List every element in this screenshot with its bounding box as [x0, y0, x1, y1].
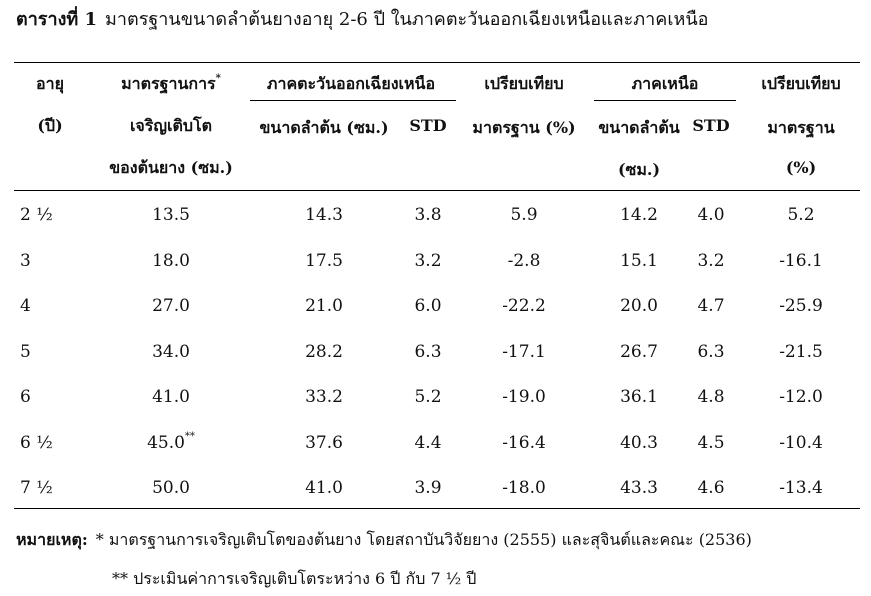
cell-north-compare: -10.4 — [779, 432, 823, 453]
cell-northeast-std: 4.4 — [414, 432, 442, 453]
cell-standard: 50.0 — [152, 478, 190, 498]
cell-northeast-std: 3.9 — [414, 478, 442, 498]
header-standard-line3: ของต้นยาง (ซม.) — [109, 158, 233, 177]
cell-north-compare: -25.9 — [779, 296, 823, 316]
header-north-size-line2: (ซม.) — [617, 160, 661, 179]
cell-north-compare: -12.0 — [779, 387, 823, 407]
header-compare1-line1: เปรียบเทียบ — [484, 74, 564, 93]
cell-northeast-compare: 5.9 — [510, 205, 538, 225]
cell-northeast-size: 33.2 — [305, 387, 343, 407]
cell-northeast-std: 3.2 — [414, 250, 442, 271]
header-compare1-line2: มาตรฐาน (%) — [472, 118, 576, 137]
cell-north-size: 15.1 — [620, 250, 658, 271]
header-compare2-line2: มาตรฐาน — [767, 118, 835, 137]
cell-northeast-size: 41.0 — [305, 478, 343, 498]
cell-northeast-compare: -16.4 — [502, 432, 546, 453]
cell-age: 2 ½ — [20, 205, 53, 225]
northeast-group-rule — [250, 100, 456, 101]
header-standard-line1: มาตรฐานการ* — [121, 72, 221, 93]
cell-north-std: 4.5 — [697, 432, 725, 453]
header-northeast-size: ขนาดลำต้น (ซม.) — [259, 118, 389, 137]
header-compare2-line1: เปรียบเทียบ — [761, 74, 841, 93]
cell-north-compare: -13.4 — [779, 478, 823, 498]
cell-northeast-std: 5.2 — [414, 387, 442, 407]
cell-north-std: 4.7 — [697, 296, 725, 316]
cell-north-size: 14.2 — [620, 205, 658, 225]
table-note-2: ** ประเมินค่าการเจริญเติบโตระหว่าง 6 ปี … — [112, 569, 477, 588]
note-label: หมายเหตุ: — [16, 530, 88, 549]
cell-north-compare: -21.5 — [779, 341, 823, 362]
cell-north-compare: 5.2 — [787, 205, 815, 225]
cell-north-std: 4.0 — [697, 205, 725, 225]
cell-northeast-compare: -17.1 — [502, 341, 546, 362]
cell-standard: 45.0** — [147, 430, 195, 453]
standard-estimate-mark: ** — [184, 430, 195, 442]
cell-north-std: 4.8 — [697, 387, 725, 407]
cell-northeast-std: 3.8 — [414, 205, 442, 225]
cell-north-size: 26.7 — [620, 341, 658, 362]
cell-north-size: 36.1 — [620, 387, 658, 407]
table-caption: ตารางที่ 1 มาตรฐานขนาดลำต้นยางอายุ 2-6 ปี… — [16, 4, 708, 33]
cell-northeast-size: 14.3 — [305, 205, 343, 225]
table-caption-text: มาตรฐานขนาดลำต้นยางอายุ 2-6 ปี ในภาคตะวั… — [105, 9, 709, 30]
cell-northeast-size: 21.0 — [305, 296, 343, 316]
header-north-size-line1: ขนาดลำต้น — [598, 118, 680, 137]
cell-northeast-size: 17.5 — [305, 250, 343, 271]
cell-age: 6 ½ — [20, 432, 53, 453]
cell-standard: 41.0 — [152, 387, 190, 407]
header-standard-line2: เจริญเติบโต — [129, 116, 213, 135]
cell-north-std: 6.3 — [697, 341, 725, 362]
cell-northeast-compare: -22.2 — [502, 296, 546, 316]
cell-northeast-compare: -18.0 — [502, 478, 546, 498]
note-1-text: * มาตรฐานการเจริญเติบโตของต้นยาง โดยสถาบ… — [95, 530, 752, 549]
header-northeast-group: ภาคตะวันออกเฉียงเหนือ — [266, 74, 436, 93]
header-north-group: ภาคเหนือ — [631, 74, 699, 93]
cell-northeast-size: 28.2 — [305, 341, 343, 362]
cell-age: 5 — [20, 341, 31, 362]
table-bottom-rule — [14, 508, 860, 509]
cell-northeast-compare: -2.8 — [507, 250, 541, 271]
cell-north-size: 20.0 — [620, 296, 658, 316]
cell-age: 7 ½ — [20, 478, 53, 498]
header-northeast-std: STD — [409, 116, 447, 135]
table-header-rule — [14, 190, 860, 191]
cell-north-compare: -16.1 — [779, 250, 823, 271]
table-top-rule — [14, 62, 860, 63]
cell-age: 6 — [20, 387, 31, 407]
cell-standard: 18.0 — [152, 250, 190, 271]
cell-north-std: 4.6 — [697, 478, 725, 498]
header-compare2-line3: (%) — [785, 158, 817, 177]
cell-north-size: 43.3 — [620, 478, 658, 498]
header-north-std: STD — [692, 116, 730, 135]
standard-footnote-mark: * — [215, 72, 221, 84]
cell-age: 4 — [20, 296, 31, 316]
cell-age: 3 — [20, 250, 31, 271]
cell-north-size: 40.3 — [620, 432, 658, 453]
cell-northeast-size: 37.6 — [305, 432, 343, 453]
cell-standard: 27.0 — [152, 296, 190, 316]
header-age-line1: อายุ — [36, 74, 64, 93]
cell-northeast-std: 6.3 — [414, 341, 442, 362]
north-group-rule — [594, 100, 736, 101]
cell-northeast-std: 6.0 — [414, 296, 442, 316]
table-note-1: หมายเหตุ: * มาตรฐานการเจริญเติบโตของต้นยา… — [16, 528, 752, 553]
cell-northeast-compare: -19.0 — [502, 387, 546, 407]
cell-north-std: 3.2 — [697, 250, 725, 271]
cell-standard: 13.5 — [152, 205, 190, 225]
header-age-line2: (ปี) — [37, 116, 63, 135]
table-caption-label: ตารางที่ 1 — [16, 9, 98, 30]
cell-standard: 34.0 — [152, 341, 190, 362]
